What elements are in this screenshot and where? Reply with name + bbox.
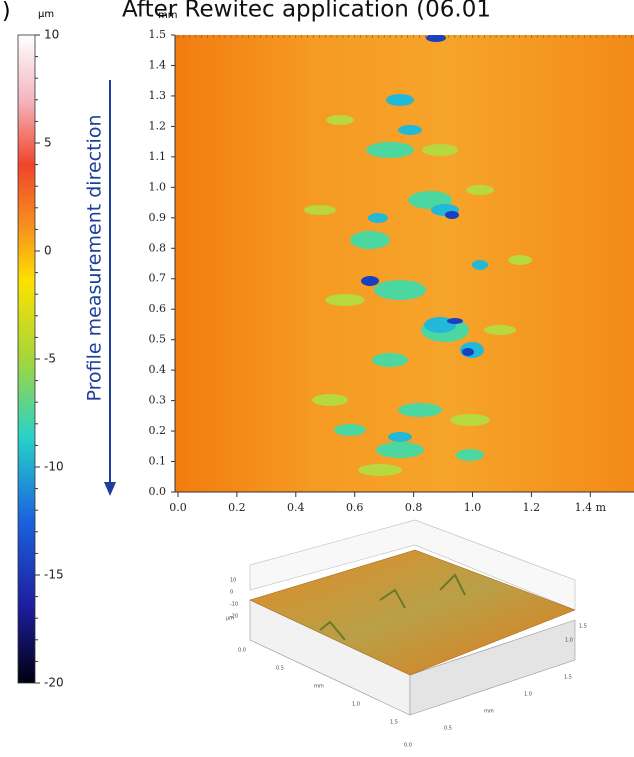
surface-features [319, 573, 466, 641]
surface [249, 549, 576, 676]
map-y-tick-label: 0.2 [149, 424, 167, 437]
view3d-right-tick: mm [484, 709, 494, 715]
panel-label: ) [2, 0, 11, 24]
map-y-tick-label: 1.4 [149, 58, 167, 71]
view3d-left-tick: 0.0 [238, 648, 246, 654]
map-y-tick-label: 1.1 [149, 150, 167, 163]
colorbar-tick-label: -15 [44, 568, 64, 582]
arrow-head [104, 482, 116, 496]
map-y-tick-label: 1.3 [149, 89, 167, 102]
colorbar-unit: μm [38, 9, 54, 20]
map-y-tick-label: 0.0 [149, 485, 167, 498]
colorbar [17, 34, 36, 684]
map-y-tick-label: 1.5 [149, 28, 167, 41]
view3d-left-tick: 1.5 [390, 720, 398, 726]
map-x-tick-label: 0.0 [169, 501, 187, 514]
view3d-right-tick: 1.0 [524, 692, 532, 698]
map-x-tick-label: 1.4 m [575, 501, 607, 514]
map-x-tick-label: 0.6 [346, 501, 364, 514]
map-x-tick-label: 1.0 [464, 501, 482, 514]
view3d-right-tick: 0.0 [404, 743, 412, 749]
map-y-tick-label: 0.5 [149, 333, 167, 346]
view3d-z-tick: -10 [230, 602, 238, 608]
features-blue [361, 35, 474, 356]
map-x-tick-label: 0.4 [287, 501, 305, 514]
colorbar-tick-label: -10 [44, 460, 64, 474]
map-y-tick-label: 0.4 [149, 363, 167, 376]
map-y-tick-label: 1.0 [149, 180, 167, 193]
view-3d [249, 519, 576, 716]
map-y-tick-label: 0.7 [149, 272, 167, 285]
view3d-z-tick: -20 [230, 614, 238, 620]
view3d-z-tick: 10 [230, 578, 236, 584]
colorbar-tick-label: 10 [44, 28, 59, 42]
map-background [175, 35, 634, 492]
title: After Rewitec application (06.01 [122, 0, 491, 23]
view3d-right-tick: 1.5 [564, 675, 572, 681]
view3d-back-tick: 1.5 [579, 624, 587, 630]
colorbar-tick-label: 0 [44, 244, 52, 258]
view3d-right-tick: 0.5 [444, 726, 452, 732]
map-y-unit: mm [158, 10, 177, 21]
map-y-tick-label: 0.9 [149, 211, 167, 224]
features-yellow [304, 115, 532, 476]
map-y-tick-label: 0.6 [149, 302, 167, 315]
view3d-left-tick: 1.0 [352, 702, 360, 708]
box-front-right [409, 619, 576, 716]
map-y-tick-label: 1.2 [149, 119, 167, 132]
map-y-tick-label: 0.8 [149, 241, 167, 254]
map-x-tick-label: 1.2 [523, 501, 541, 514]
colorbar-tick-label: 5 [44, 136, 52, 150]
height-map [175, 35, 634, 492]
view3d-back-tick: 1.0 [565, 638, 573, 644]
view3d-z-tick: 0 [230, 590, 233, 596]
map-x-tick-label: 0.8 [405, 501, 423, 514]
colorbar-tick-label: -20 [44, 676, 64, 690]
map-y-tick-label: 0.1 [149, 455, 167, 468]
view3d-left-tick: 0.5 [276, 666, 284, 672]
view3d-left-tick: mm [314, 684, 324, 690]
direction-label: Profile measurement direction [84, 115, 106, 402]
view3d-z-unit: μm [226, 616, 234, 622]
map-y-tick-label: 0.3 [149, 394, 167, 407]
colorbar-tick-label: -5 [44, 352, 56, 366]
map-x-tick-label: 0.2 [228, 501, 246, 514]
